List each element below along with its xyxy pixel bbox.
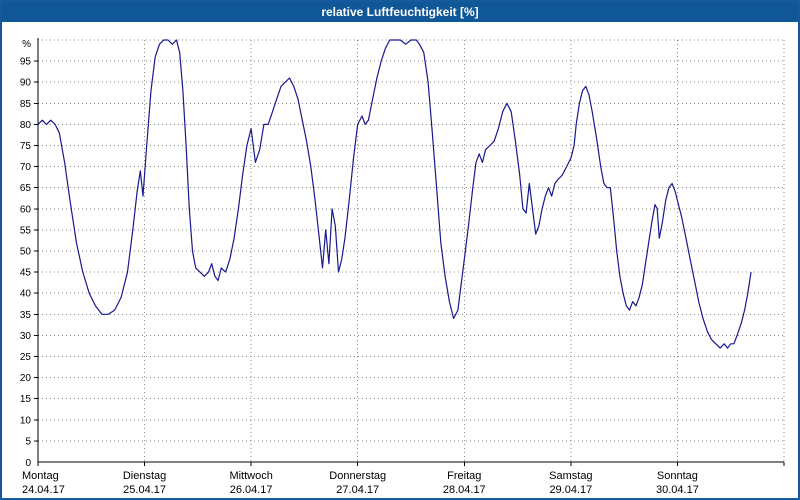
x-day-label: Montag	[22, 470, 59, 482]
y-tick-label-zero: 0	[25, 458, 31, 469]
y-tick-label: 60	[20, 204, 32, 215]
y-tick-label: 55	[20, 225, 32, 236]
x-date-label: 24.04.17	[22, 484, 65, 496]
x-day-label: Mittwoch	[229, 470, 272, 482]
y-tick-label: 70	[20, 162, 32, 173]
humidity-line	[37, 39, 752, 349]
y-tick-label: 25	[20, 352, 32, 363]
y-tick-label: 85	[20, 99, 32, 110]
chart-canvas: 5101520253035404550556065707580859095%0M…	[20, 38, 785, 496]
y-tick-label: 90	[20, 78, 32, 89]
x-date-label: 30.04.17	[656, 484, 699, 496]
x-date-label: 25.04.17	[123, 484, 166, 496]
y-tick-label: 35	[20, 310, 32, 321]
x-day-label: Sonntag	[657, 470, 698, 482]
title-bar: relative Luftfeuchtigkeit [%]	[2, 2, 798, 22]
y-axis-unit-label: %	[22, 39, 31, 50]
y-tick-label: 15	[20, 394, 32, 405]
y-tick-label: 10	[20, 415, 32, 426]
x-day-label: Samstag	[549, 470, 592, 482]
humidity-chart: 5 10 15 20 25 30 35 40 45 50 55 60 65 70 75 80 85 90 95% 0 M…	[2, 22, 798, 496]
y-tick-label: 5	[25, 436, 31, 447]
y-tick-label: 80	[20, 120, 32, 131]
x-day-label: Freitag	[447, 470, 481, 482]
y-tick-label: 95	[20, 57, 32, 68]
x-day-label: Dienstag	[123, 470, 166, 482]
y-tick-label: 30	[20, 331, 32, 342]
y-tick-label: 65	[20, 183, 32, 194]
y-tick-label: 50	[20, 247, 32, 258]
x-date-label: 29.04.17	[549, 484, 592, 496]
x-day-label: Donnerstag	[329, 470, 386, 482]
y-tick-label: 45	[20, 268, 32, 279]
y-tick-label: 75	[20, 141, 32, 152]
x-date-label: 26.04.17	[230, 484, 273, 496]
x-date-label: 28.04.17	[443, 484, 486, 496]
y-tick-label: 40	[20, 289, 32, 300]
y-tick-label: 20	[20, 373, 32, 384]
x-date-label: 27.04.17	[336, 484, 379, 496]
